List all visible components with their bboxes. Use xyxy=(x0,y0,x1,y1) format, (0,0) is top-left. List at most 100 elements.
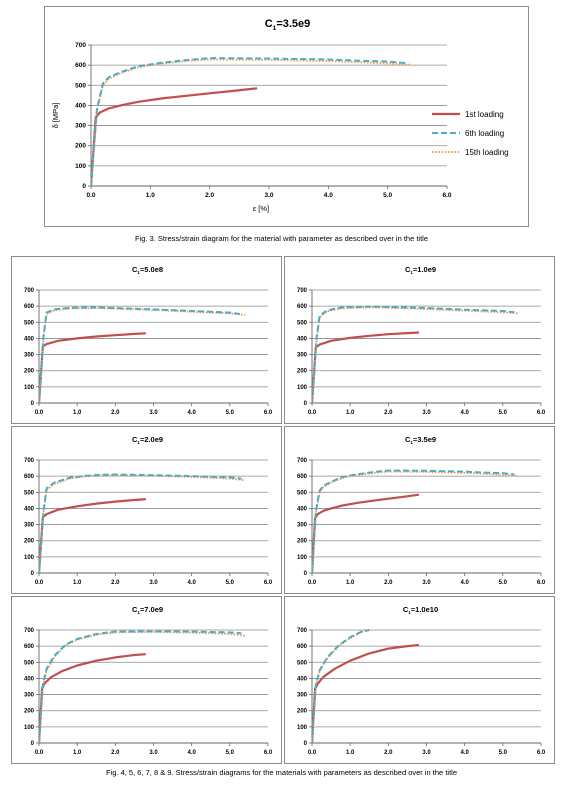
y-tick-label: 200 xyxy=(297,369,308,375)
y-tick-label: 500 xyxy=(24,660,35,666)
legend-label: 15th loading xyxy=(465,148,509,157)
y-tick-label: 700 xyxy=(24,288,35,294)
series-line-dashed xyxy=(39,630,242,743)
x-tick-label: 4.0 xyxy=(460,750,469,756)
chart-fig3: C1=3.5e9 0 100 200 300 400 500 600 700 0.0 1.0 2.0 3… xyxy=(44,6,529,227)
chart-title: C1=1.0e10 xyxy=(403,605,438,615)
series-line-solid xyxy=(91,87,258,186)
x-tick-label: 6.0 xyxy=(537,580,546,586)
x-tick-label: 1.0 xyxy=(73,580,82,586)
x-tick-label: 0.0 xyxy=(308,410,317,416)
chart-c1-2e9: C1=2.0e9 0 100 200 300 400 500 600 700 0.0 1.0 2.0 3… xyxy=(11,426,282,594)
y-tick-label: 0 xyxy=(304,741,308,747)
y-tick-label: 0 xyxy=(31,401,35,407)
y-tick-label: 400 xyxy=(297,506,308,512)
y-tick-label: 500 xyxy=(24,320,35,326)
series-line-dotted xyxy=(91,58,412,186)
y-tick-label: 200 xyxy=(297,709,308,715)
chart-title-symbol: C xyxy=(405,435,411,444)
chart-c1-3-5e9: C1=3.5e9 0 100 200 300 400 500 600 700 0.0 1.0 2.0 3… xyxy=(284,426,555,594)
chart-title-symbol: C xyxy=(265,18,273,30)
chart-title: C1=7.0e9 xyxy=(132,605,163,615)
y-tick-label: 200 xyxy=(75,143,86,150)
x-tick-label: 2.0 xyxy=(111,410,120,416)
y-tick-label: 100 xyxy=(297,555,308,561)
chart-title-value: =1.0e10 xyxy=(411,605,438,614)
chart-title-subscript: 1 xyxy=(137,610,140,615)
x-tick-label: 1.0 xyxy=(346,580,355,586)
chart-title-symbol: C xyxy=(403,605,409,614)
series-line-dotted xyxy=(312,306,519,403)
y-tick-label: 600 xyxy=(297,304,308,310)
x-tick-label: 3.0 xyxy=(149,410,158,416)
x-tick-label: 1.0 xyxy=(73,410,82,416)
y-tick-label: 400 xyxy=(24,676,35,682)
y-tick-label: 400 xyxy=(297,336,308,342)
chart-c1-1e9-svg: C1=1.0e9 0 100 200 300 400 500 600 700 0.0 1.0 2.0 3… xyxy=(297,265,546,416)
caption-fig4-9: Fig. 4, 5, 6, 7, 8 & 9. Stress/strain di… xyxy=(106,768,457,777)
x-tick-label: 3.0 xyxy=(264,192,273,199)
x-tick-label: 3.0 xyxy=(149,580,158,586)
x-tick-label: 1.0 xyxy=(346,410,355,416)
series-line-solid xyxy=(39,498,146,573)
chart-c1-5e8: C1=5.0e8 0 100 200 300 400 500 600 700 0.0 1.0 2.0 3… xyxy=(11,256,282,424)
x-tick-label: 1.0 xyxy=(73,750,82,756)
x-tick-label: 3.0 xyxy=(422,750,431,756)
chart-title-subscript: 1 xyxy=(137,440,140,445)
x-tick-label: 3.0 xyxy=(422,410,431,416)
y-tick-label: 0 xyxy=(31,571,35,577)
series-line-dashed xyxy=(312,305,515,403)
y-tick-label: 300 xyxy=(297,693,308,699)
y-tick-label: 100 xyxy=(297,385,308,391)
y-tick-label: 500 xyxy=(75,82,86,89)
x-tick-label: 6.0 xyxy=(442,192,451,199)
y-tick-label: 300 xyxy=(297,353,308,359)
y-tick-label: 500 xyxy=(297,660,308,666)
chart-title-value: =1.0e9 xyxy=(413,265,436,274)
series-line-dashed xyxy=(312,469,515,573)
chart-title: C1=1.0e9 xyxy=(405,265,436,275)
y-tick-label: 300 xyxy=(24,353,35,359)
x-tick-label: 6.0 xyxy=(537,750,546,756)
x-axis-label: ε [%] xyxy=(253,204,269,213)
series-line-dashed xyxy=(312,629,370,743)
chart-c1-3-5e9-svg: C1=3.5e9 0 100 200 300 400 500 600 700 0.0 1.0 2.0 3… xyxy=(297,435,546,586)
chart-title-value: =7.0e9 xyxy=(140,605,163,614)
x-tick-label: 2.0 xyxy=(384,580,393,586)
y-tick-label: 0 xyxy=(31,741,35,747)
x-tick-label: 5.0 xyxy=(383,192,392,199)
x-tick-label: 5.0 xyxy=(499,750,508,756)
chart-title-symbol: C xyxy=(132,605,138,614)
x-tick-label: 1.0 xyxy=(146,192,155,199)
y-tick-label: 200 xyxy=(24,539,35,545)
x-tick-label: 4.0 xyxy=(324,192,333,199)
chart-title-subscript: 1 xyxy=(137,270,140,275)
x-tick-label: 0.0 xyxy=(35,580,44,586)
x-tick-label: 6.0 xyxy=(264,410,273,416)
x-tick-label: 5.0 xyxy=(226,580,235,586)
y-tick-label: 200 xyxy=(297,539,308,545)
x-tick-label: 5.0 xyxy=(499,410,508,416)
x-tick-label: 5.0 xyxy=(226,750,235,756)
y-tick-label: 500 xyxy=(24,490,35,496)
caption-fig3: Fig. 3. Stress/strain diagram for the ma… xyxy=(134,234,429,243)
y-tick-label: 200 xyxy=(24,709,35,715)
y-tick-label: 0 xyxy=(82,183,86,190)
series-line-dashed xyxy=(39,473,242,573)
x-tick-label: 4.0 xyxy=(460,580,469,586)
y-tick-label: 300 xyxy=(75,123,86,130)
y-tick-label: 600 xyxy=(297,644,308,650)
y-axis-label: δ [MPa] xyxy=(51,103,60,129)
series-line-solid xyxy=(39,332,146,403)
y-tick-label: 600 xyxy=(24,474,35,480)
chart-title-subscript: 1 xyxy=(408,610,411,615)
chart-title-value: =3.5e9 xyxy=(276,18,310,30)
x-tick-label: 5.0 xyxy=(226,410,235,416)
chart-c1-7e9-svg: C1=7.0e9 0 100 200 300 400 500 600 700 0.0 1.0 2.0 3… xyxy=(24,605,273,756)
y-tick-label: 600 xyxy=(24,644,35,650)
y-tick-label: 100 xyxy=(75,163,86,170)
y-tick-label: 600 xyxy=(24,304,35,310)
y-tick-label: 700 xyxy=(24,628,35,634)
chart-title-value: =5.0e8 xyxy=(140,265,163,274)
y-tick-label: 200 xyxy=(24,369,35,375)
